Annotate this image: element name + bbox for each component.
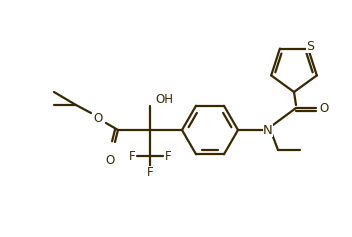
Text: O: O — [319, 101, 329, 114]
Text: N: N — [263, 123, 273, 137]
Text: O: O — [93, 111, 103, 124]
Text: OH: OH — [155, 92, 173, 105]
Text: F: F — [165, 150, 171, 163]
Text: S: S — [306, 40, 314, 53]
Text: F: F — [129, 150, 135, 163]
Text: O: O — [105, 154, 115, 167]
Text: F: F — [147, 165, 153, 178]
